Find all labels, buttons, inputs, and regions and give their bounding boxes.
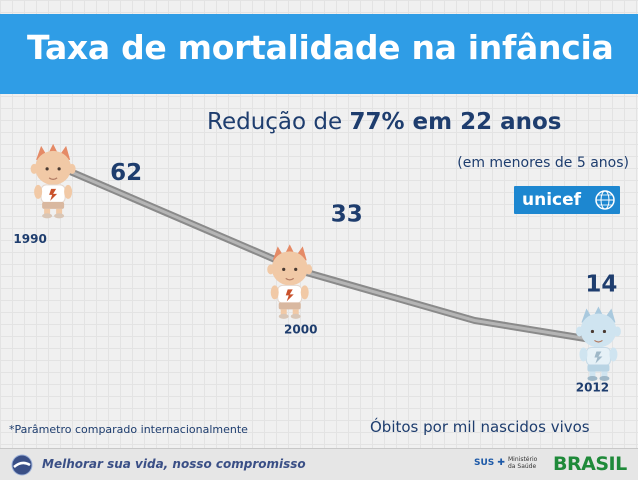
headline-highlight: 77% em 22 anos — [349, 109, 562, 135]
x-tick-label-0: 1990 — [13, 232, 46, 246]
value-label-2: 14 — [585, 271, 617, 297]
x-tick-label-1: 2000 — [284, 322, 317, 336]
subhead: (em menores de 5 anos) — [457, 155, 629, 171]
title-bar: Taxa de mortalidade na infância — [0, 14, 638, 94]
page-title: Taxa de mortalidade na infância — [27, 28, 614, 67]
data-point-child-0 — [30, 143, 76, 219]
ministry-label: Ministério da Saúde — [508, 456, 538, 470]
globe-icon — [595, 190, 615, 210]
labels-layer: 62 1990 33 2000 14 2012 — [13, 160, 617, 395]
value-label-0: 62 — [110, 160, 142, 186]
headline: Redução de 77% em 22 anos — [207, 109, 562, 135]
slogan-text: Melhorar sua vida, nosso compromisso — [42, 457, 306, 471]
children-layer — [30, 143, 621, 381]
line-layer — [53, 162, 601, 344]
mortality-chart: 62 1990 33 2000 14 2012 — [13, 143, 621, 395]
data-point-child-1 — [267, 244, 313, 319]
brazil-emblem-icon — [11, 454, 33, 476]
sus-logo: SUS ✚ — [474, 458, 505, 468]
series-line-highlight — [55, 164, 599, 342]
series-line — [53, 162, 601, 344]
x-tick-label-2: 2012 — [576, 380, 609, 394]
headline-prefix: Redução de — [207, 109, 350, 135]
bottom-bar: Melhorar sua vida, nosso compromisso SUS… — [0, 448, 638, 480]
footnote: *Parâmetro comparado internacionalmente — [9, 423, 248, 436]
data-point-child-2 — [575, 306, 621, 381]
brasil-logo: BRASIL — [553, 453, 627, 475]
unicef-logo-text: unicef — [522, 190, 582, 210]
value-label-1: 33 — [331, 201, 363, 227]
brasil-logo-text: BRASIL — [553, 453, 627, 475]
unicef-logo: unicef — [514, 186, 620, 214]
y-axis-caption: Óbitos por mil nascidos vivos — [370, 418, 590, 436]
sus-logo-text: SUS — [474, 458, 495, 468]
cross-icon: ✚ — [497, 458, 505, 468]
